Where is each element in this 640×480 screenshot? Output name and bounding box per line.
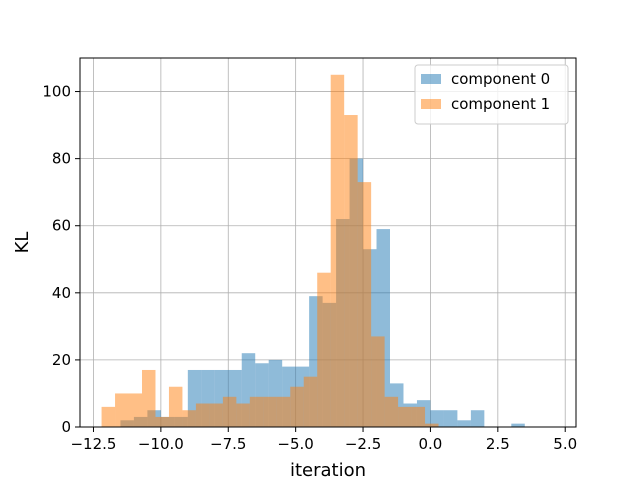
y-axis-ticks: 0 20 40 60 80 100 [42,83,80,436]
bar-component-1 [128,393,142,427]
x-axis-ticks: −12.5 −10.0 −7.5 −5.0 −2.5 0.0 2.5 5.0 [70,427,577,453]
x-tick-label: 5.0 [553,435,577,453]
y-tick-label: 20 [52,351,71,369]
bar-component-1 [195,403,210,427]
bar-component-1 [371,336,385,427]
bar-component-1 [155,416,169,427]
bar-component-1 [182,410,196,427]
histogram-bars [101,74,525,428]
bar-component-1 [330,74,345,427]
bar-component-1 [344,115,358,427]
bar-component-1 [411,406,426,427]
y-tick-label: 40 [52,284,71,302]
y-tick-label: 0 [61,418,71,436]
bar-component-1 [222,396,237,427]
x-tick-label: −5.0 [277,435,313,453]
y-tick-label: 60 [52,217,71,235]
legend-label-component-0: component 0 [451,70,550,88]
x-tick-label: −7.5 [210,435,246,453]
bar-component-1 [168,386,183,427]
bar-component-1 [249,396,264,427]
bar-component-0 [470,410,485,427]
bar-component-1 [290,386,304,427]
legend: component 0 component 1 [414,64,569,125]
bar-component-1 [209,403,223,427]
y-tick-label: 80 [52,150,71,168]
legend-label-component-1: component 1 [451,95,550,113]
x-tick-label: −12.5 [70,435,116,453]
bar-component-1 [101,406,116,427]
y-tick-label: 100 [42,83,71,101]
bar-component-1 [236,403,250,427]
x-axis-label: iteration [290,460,366,480]
bar-component-1 [276,396,291,427]
x-tick-label: −2.5 [345,435,381,453]
x-tick-label: −10.0 [138,435,184,453]
x-tick-label: 2.5 [486,435,510,453]
bar-component-1 [142,369,156,427]
bar-component-1 [384,396,399,427]
bar-component-0 [430,410,444,427]
bar-component-1 [317,272,331,427]
bar-component-1 [263,396,277,427]
bar-component-0 [511,423,525,427]
bar-component-1 [357,182,372,427]
bar-component-1 [425,423,439,427]
bar-component-1 [303,376,318,427]
bar-component-1 [115,393,129,427]
plot-frame [79,57,577,428]
bar-component-0 [443,410,458,427]
legend-swatch-component-0 [421,74,441,84]
legend-box [414,64,569,125]
x-tick-label: 0.0 [419,435,443,453]
legend-swatch-component-1 [421,99,441,109]
bar-component-1 [398,406,412,427]
bar-component-0 [457,420,471,427]
y-axis-label: KL [12,232,33,254]
